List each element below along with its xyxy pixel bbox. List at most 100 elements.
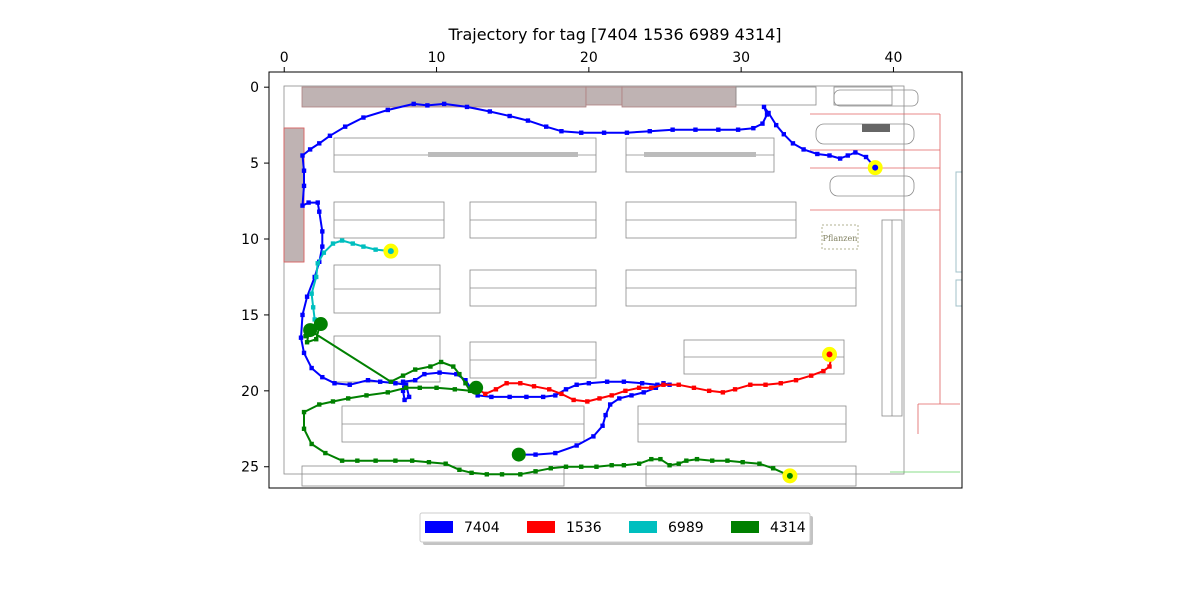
trajectory-point-1536: [493, 387, 499, 392]
trajectory-point-1536: [793, 378, 799, 383]
trajectory-point-7404: [320, 229, 325, 234]
trajectory-point-7404: [559, 129, 564, 134]
series-line-1536: [475, 354, 832, 403]
trajectory-point-6989: [321, 250, 327, 255]
trajectory-point-4314: [658, 456, 663, 462]
y-tick-label: 15: [241, 308, 259, 324]
trajectory-point-4314: [621, 463, 627, 468]
trajectory-point-4314: [330, 399, 336, 404]
trajectory-point-7404: [365, 378, 371, 383]
trajectory-point-6989: [315, 261, 320, 266]
trajectory-point-4314: [434, 385, 439, 390]
trajectory-point-1536: [547, 387, 552, 392]
y-tick-label: 20: [241, 384, 259, 400]
trajectory-point-1536: [518, 381, 523, 386]
trajectory-point-7404: [624, 130, 630, 135]
x-tick-label: 20: [580, 50, 598, 66]
trajectory-point-4314: [770, 466, 776, 471]
trajectory-point-7404: [403, 382, 409, 387]
trajectory-point-7404: [801, 147, 806, 152]
trajectory-point-4314: [409, 458, 415, 463]
start-marker-4314: [303, 323, 318, 338]
trajectory-point-4314: [452, 387, 458, 392]
trajectory-point-7404: [773, 122, 779, 128]
legend-swatch-4314: [731, 521, 759, 533]
trajectory-point-7404: [837, 156, 843, 161]
trajectory-point-7404: [544, 124, 549, 129]
trajectory-point-7404: [400, 379, 406, 384]
trajectory-point-7404: [487, 109, 493, 114]
trajectory-point-7404: [301, 183, 307, 189]
trajectory-point-4314: [463, 381, 468, 386]
trajectory-point-4314: [579, 464, 584, 469]
trajectory-point-7404: [301, 168, 307, 173]
trajectory-point-4314: [457, 467, 462, 472]
trajectory-point-1536: [504, 381, 509, 386]
trajectory-point-7404: [586, 381, 592, 386]
trajectory-point-7404: [553, 393, 558, 398]
trajectory-point-4314: [636, 461, 642, 466]
trajectory-point-6989: [314, 274, 319, 280]
trajectory-point-7404: [317, 209, 322, 214]
trajectory-point-7404: [317, 141, 322, 146]
trajectory-point-6989: [312, 317, 317, 322]
trajectory-point-7404: [574, 382, 579, 387]
trajectory-point-6989: [309, 291, 314, 296]
trajectory-point-4314: [484, 472, 489, 477]
trajectory-point-7404: [845, 153, 850, 158]
trajectory-point-1536: [748, 382, 753, 387]
x-tick-label: 10: [428, 50, 446, 66]
trajectory-point-6989: [350, 241, 355, 246]
trajectory-point-6989: [361, 244, 366, 249]
trajectory-point-7404: [607, 402, 613, 407]
trajectory-point-4314: [304, 340, 310, 345]
trajectory-point-4314: [694, 456, 700, 462]
trajectory-point-7404: [629, 393, 634, 398]
trajectory-point-7404: [454, 371, 459, 377]
end-marker-core-7404: [872, 164, 879, 171]
trajectory-point-7404: [693, 127, 698, 132]
trajectory-point-7404: [563, 387, 569, 392]
trajectory-point-4314: [393, 458, 398, 463]
trajectory-point-4314: [609, 463, 614, 468]
x-tick-label: 40: [885, 50, 903, 66]
trajectory-point-7404: [760, 121, 765, 126]
trajectory-point-1536: [763, 382, 768, 387]
trajectory-point-7404: [815, 151, 820, 157]
chart-title: Trajectory for tag [7404 1536 6989 4314]: [447, 25, 781, 44]
trajectory-point-7404: [301, 350, 307, 356]
trajectory-point-1536: [483, 391, 488, 397]
trajectory-point-7404: [300, 312, 305, 318]
trajectory-point-4314: [725, 458, 730, 463]
trajectory-point-1536: [649, 385, 654, 390]
trajectory-point-7404: [385, 107, 390, 113]
trajectory-point-7404: [300, 153, 305, 158]
trajectory-point-7404: [437, 370, 442, 375]
trajectory-point-7404: [790, 141, 796, 146]
trajectory-point-4314: [301, 426, 307, 431]
trajectory-point-1536: [720, 390, 726, 395]
y-axis-left: 0 5 10 15 20 25: [241, 80, 269, 476]
trajectory-point-7404: [304, 294, 310, 299]
trajectory-point-1536: [636, 385, 642, 390]
trajectory-point-4314: [400, 373, 406, 378]
trajectory-point-1536: [531, 384, 537, 389]
trajectory-point-4314: [417, 385, 422, 390]
trajectory-point-7404: [393, 381, 398, 386]
trajectory-point-7404: [464, 104, 470, 110]
trajectory-point-7404: [411, 101, 416, 107]
trajectory-point-7404: [647, 129, 652, 134]
trajectory-point-7404: [320, 244, 325, 249]
trajectory-point-4314: [740, 459, 745, 465]
trajectory-point-7404: [641, 390, 646, 395]
trajectory-point-4314: [428, 364, 433, 369]
trajectory-point-7404: [639, 381, 645, 386]
trajectory-point-4314: [314, 337, 319, 342]
trajectory-point-7404: [475, 393, 480, 398]
trajectory-point-6989: [339, 238, 345, 243]
trajectory-point-1536: [778, 381, 783, 386]
start-marker-1536: [469, 380, 484, 395]
trajectory-point-7404: [524, 394, 529, 400]
trajectory-point-7404: [761, 104, 767, 110]
